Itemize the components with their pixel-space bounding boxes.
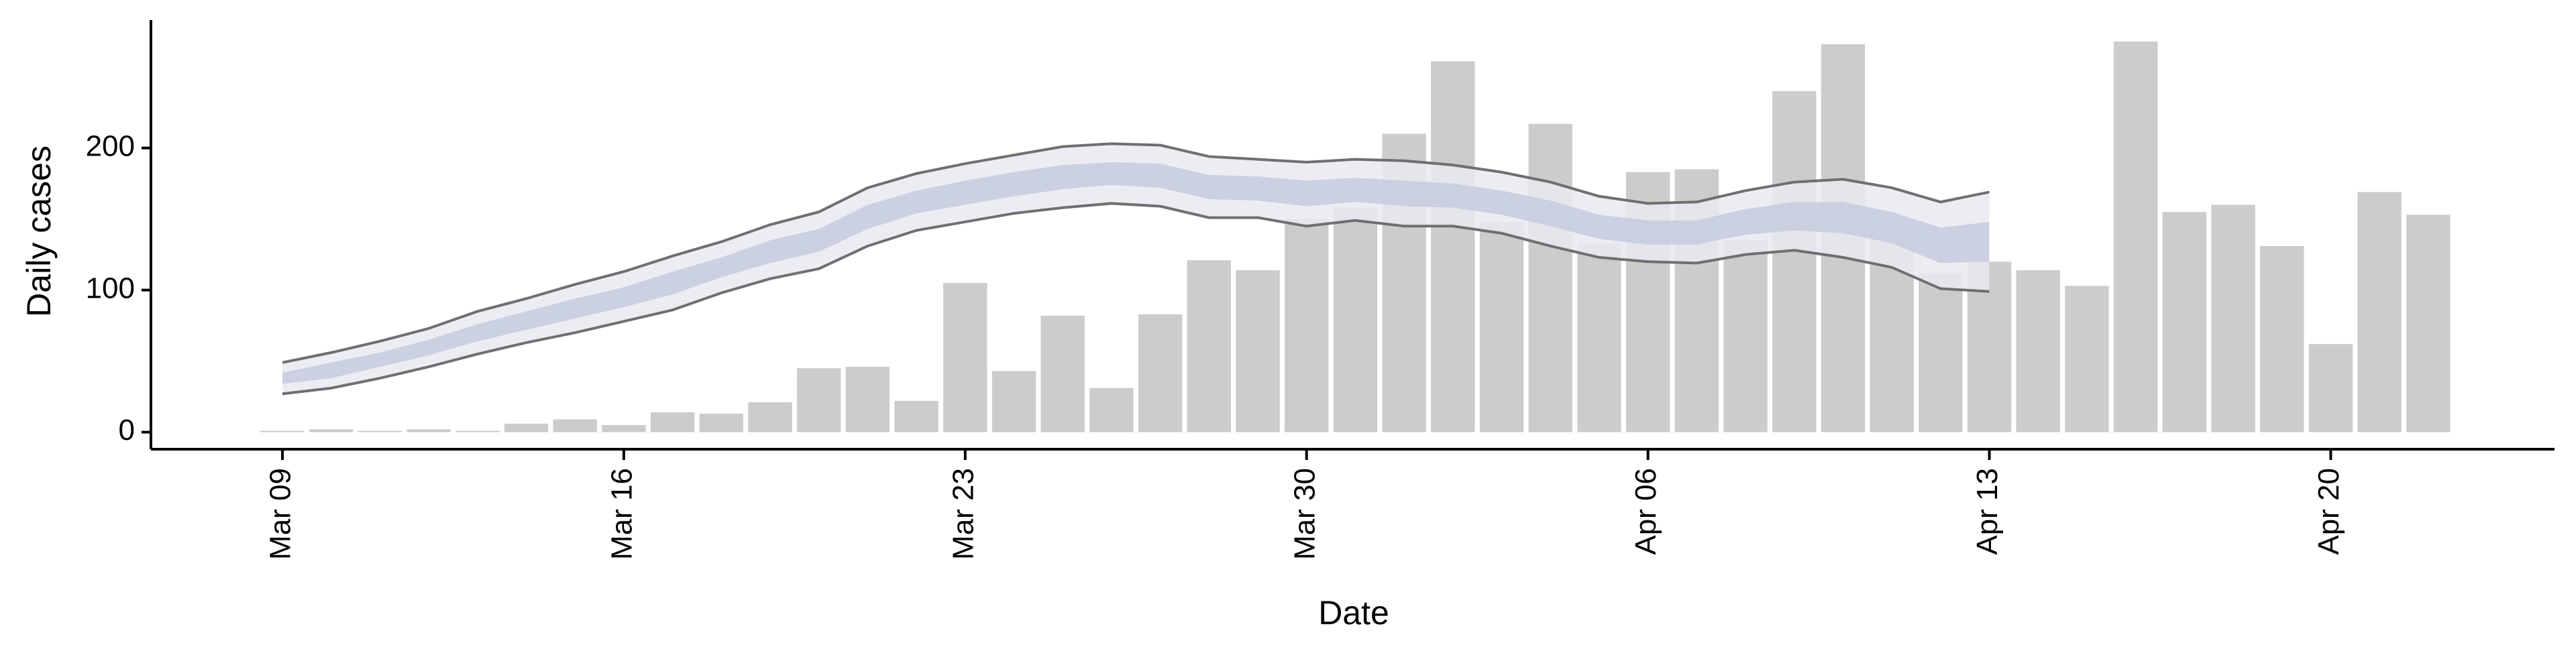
bar [1040,315,1085,432]
bar [2406,215,2451,432]
bar [2357,192,2402,432]
bar [309,429,354,432]
bar [553,419,597,432]
bar [2016,270,2060,432]
x-tick-label: Mar 23 [947,468,979,560]
bar [1479,221,1524,432]
bar [407,429,451,432]
x-tick-label: Apr 13 [1971,468,2004,555]
bar [2113,41,2158,432]
bar [1187,260,1232,432]
bar [650,412,695,432]
bar [2308,344,2353,432]
bar [455,430,500,432]
interval-bound-line [282,202,1990,396]
bar [504,423,549,432]
bar [2065,286,2109,432]
x-tick-label: Mar 16 [606,468,639,560]
bar [1089,388,1134,432]
bar [1723,240,1768,432]
x-tick-label: Mar 30 [1288,468,1321,560]
x-tick-label: Apr 20 [2312,468,2345,555]
y-axis-label: Daily cases [20,145,58,317]
bar [1919,273,1963,432]
x-tick-label: Mar 09 [264,468,297,560]
bar [2211,204,2255,432]
bar [1577,243,1621,432]
bar [1138,314,1183,432]
bar [1431,61,1475,432]
bar [943,283,987,432]
bar [2259,245,2304,432]
bar [845,367,890,432]
interval-band [282,162,1990,384]
bar [1284,219,1329,432]
y-tick-label: 0 [119,414,135,447]
bar [748,402,792,432]
interval-bound-line [282,142,1990,364]
bar [894,400,938,432]
bar [260,430,305,432]
bar [1528,123,1572,432]
bar [991,371,1036,432]
bar [602,424,646,432]
y-tick-label: 200 [86,129,135,162]
x-axis-label: Date [1318,594,1389,632]
bar [699,414,744,432]
bar [1772,91,1817,432]
x-tick-label: Apr 06 [1629,468,1662,555]
bar [1236,270,1280,432]
bar [358,430,402,432]
y-tick-label: 100 [86,272,135,304]
bar [796,368,841,432]
bar [2162,212,2207,432]
bar [1333,207,1378,432]
